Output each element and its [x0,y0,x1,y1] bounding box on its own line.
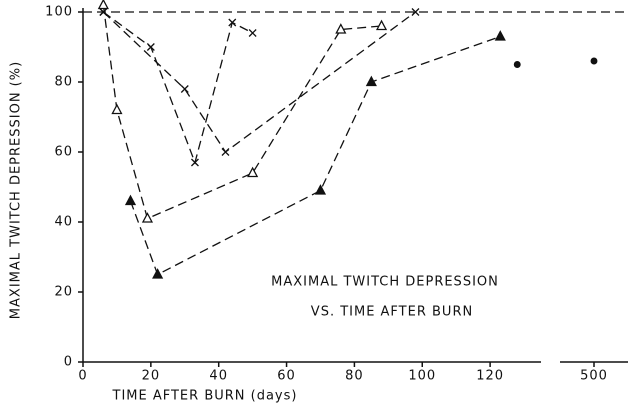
series-line [102,11,416,153]
marker-triangle [335,23,347,34]
marker-triangle [365,75,377,87]
marker-cross [99,8,108,16]
marker-triangle [124,194,137,206]
y-tick-label: 80 [54,75,73,90]
series-line [129,35,501,276]
x-tick-label: 100 [408,369,436,384]
y-tick-label: 20 [54,285,73,300]
x-tick-label: 20 [142,369,161,384]
marker-triangle [375,19,388,31]
marker-triangle [247,166,259,178]
annotation-line-1: MAXIMAL TWITCH DEPRESSION [271,275,499,290]
marker-cross [146,43,155,51]
x-tick-label: 80 [345,369,364,384]
x-tick-label: 120 [476,369,504,384]
x-tick-label: 40 [209,369,228,384]
annotation-line-2: VS. TIME AFTER BURN [311,305,473,320]
x-axis-label: TIME AFTER BURN (days) [112,389,298,404]
marker-cross [248,29,257,37]
x-tick-label: 500 [580,369,608,384]
marker-triangle [97,0,109,10]
y-tick-label: 100 [45,5,73,20]
marker-cross [411,8,420,16]
marker-dot [590,57,598,65]
y-tick-label: 60 [54,145,73,160]
x-tick-label: 0 [78,369,87,384]
marker-triangle [152,268,164,279]
series-line [102,11,253,165]
marker-cross [221,148,230,156]
x-tick-label: 60 [277,369,296,384]
marker-cross [180,85,189,93]
marker-triangle [111,103,123,115]
marker-cross [228,18,237,27]
y-tick-label: 40 [54,215,73,230]
marker-triangle [314,184,327,195]
y-tick-label: 0 [64,355,73,370]
marker-cross [190,158,199,167]
y-axis-label: MAXIMAL TWITCH DEPRESSION (%) [9,61,24,319]
marker-triangle [494,30,506,41]
marker-triangle [141,212,154,223]
series-line [102,4,382,220]
marker-dot [513,61,521,68]
